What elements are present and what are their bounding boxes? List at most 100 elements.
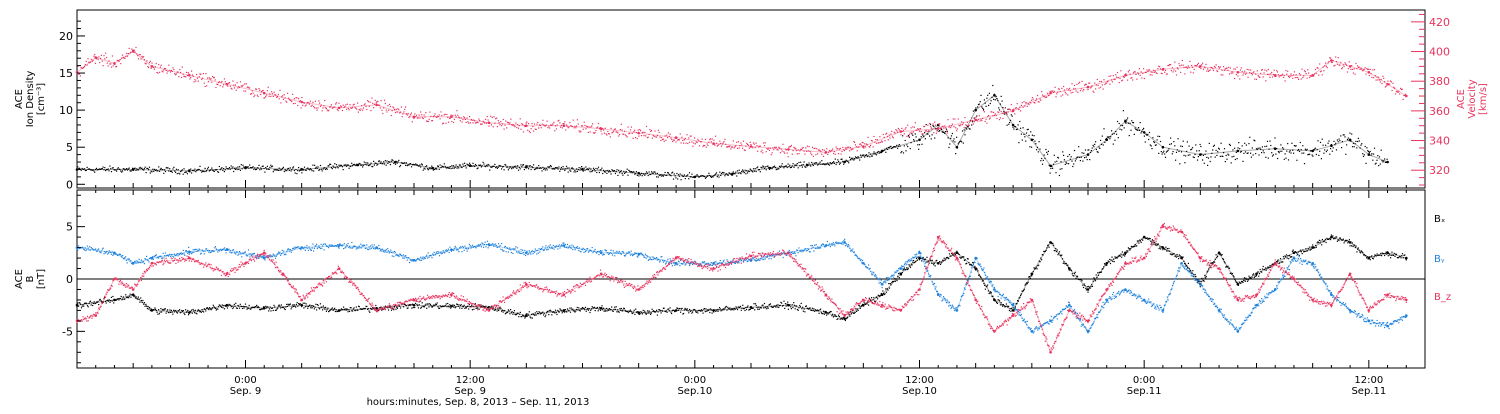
top-series-1-sample (961, 121, 962, 122)
top-series-0-sample (1214, 145, 1215, 146)
bottom-series-0-sample (1288, 258, 1289, 259)
top-series-0-sample (1052, 168, 1053, 169)
top-series-1-sample (1290, 73, 1291, 74)
bottom-series-0-sample (729, 307, 730, 308)
top-series-1-sample (875, 139, 876, 140)
top-series-0-sample (219, 166, 220, 167)
top-series-0-sample (1033, 139, 1034, 140)
top-series-0-sample (984, 99, 985, 100)
bottom-series-0-sample (128, 297, 129, 298)
top-series-0-sample (987, 95, 988, 96)
bottom-series-0-sample (1248, 279, 1249, 280)
top-series-0-sample (1084, 157, 1085, 158)
top-series-0-sample (1178, 151, 1179, 152)
top-series-1-sample (959, 125, 960, 126)
bottom-series-0-sample (514, 310, 515, 311)
top-series-1-sample (675, 141, 676, 142)
bottom-series-0-sample (792, 304, 793, 305)
bottom-series-0-sample (332, 307, 333, 308)
top-series-1-sample (765, 142, 766, 143)
bottom-series-0-sample (439, 308, 440, 309)
top-series-1-sample (389, 104, 390, 105)
bottom-series-0-sample (788, 309, 789, 310)
top-series-0-sample (951, 135, 952, 136)
top-series-1-sample (498, 120, 499, 121)
bottom-series-0-sample (592, 306, 593, 307)
bottom-series-0-sample (1205, 277, 1206, 278)
bottom-series-0-sample (452, 304, 453, 305)
bottom-series-0-sample (611, 306, 612, 307)
top-series-1-sample (583, 129, 584, 130)
top-series-0-sample (1362, 153, 1363, 154)
bottom-series-0-sample (1073, 275, 1074, 276)
top-series-1-sample (360, 108, 361, 109)
bottom-series-0-sample (240, 304, 241, 305)
top-series-1-sample (428, 121, 429, 122)
top-series-0-sample (1124, 127, 1125, 128)
top-series-0-sample (582, 168, 583, 169)
top-series-1-sample (882, 141, 883, 142)
top-series-0-sample (917, 144, 918, 145)
top-series-1-sample (526, 123, 527, 124)
top-series-0-sample (1114, 140, 1115, 141)
top-series-0-sample (365, 162, 366, 163)
top-series-1-sample (316, 108, 317, 109)
top-series-1-sample (660, 140, 661, 141)
top-series-1-sample (943, 126, 944, 127)
top-series-0-sample (1303, 153, 1304, 154)
top-series-1-sample (714, 145, 715, 146)
bottom-series-0-sample (130, 297, 131, 298)
top-series-1-sample (230, 86, 231, 87)
top-series-0-sample (1172, 153, 1173, 154)
top-series-1-sample (1271, 72, 1272, 73)
bottom-series-0-sample (1000, 304, 1001, 305)
bottom-series-0-sample (545, 315, 546, 316)
bottom-series-0-sample (500, 307, 501, 308)
bottom-series-0-sample (792, 307, 793, 308)
top-series-0-sample (1043, 160, 1044, 161)
top-series-0-sample (896, 145, 897, 146)
top-series-1-sample (663, 139, 664, 140)
top-series-1-sample (553, 122, 554, 123)
top-series-1-sample (836, 147, 837, 148)
top-series-0-sample (141, 168, 142, 169)
top-series-0-sample (1371, 153, 1372, 154)
top-series-0-sample (253, 169, 254, 170)
top-series-1-sample (1129, 70, 1130, 71)
bottom-series-0-sample (122, 298, 123, 299)
top-series-1-sample (1377, 79, 1378, 80)
bottom-series-0-sample (1192, 270, 1193, 271)
top-series-1-sample (509, 122, 510, 123)
top-series-1-sample (896, 130, 897, 131)
top-series-1-sample (176, 73, 177, 74)
bottom-series-0-sample (291, 307, 292, 308)
bottom-series-0-sample (706, 308, 707, 309)
top-series-0-sample (1103, 128, 1104, 129)
top-series-1-sample (1206, 71, 1207, 72)
top-series-0-sample (1134, 134, 1135, 135)
top-series-1-sample (265, 96, 266, 97)
bottom-series-0-sample (525, 316, 526, 317)
top-series-1-sample (181, 77, 182, 78)
top-series-1-sample (911, 127, 912, 128)
top-series-1-sample (403, 111, 404, 112)
top-series-0-sample (979, 104, 980, 105)
top-series-0-sample (1213, 146, 1214, 147)
top-series-1-sample (1402, 89, 1403, 90)
bottom-series-0-sample (524, 317, 525, 318)
top-y2tick-label: 320 (1429, 164, 1450, 177)
top-series-0-sample (933, 126, 934, 127)
top-series-0-sample (1151, 148, 1152, 149)
top-series-0-sample (113, 167, 114, 168)
top-series-0-sample (1156, 144, 1157, 145)
top-series-0-sample (87, 167, 88, 168)
top-series-0-sample (1365, 146, 1366, 147)
top-series-1-sample (1056, 93, 1057, 94)
top-series-1-sample (131, 49, 132, 50)
bottom-series-0-sample (375, 305, 376, 306)
top-series-0-sample (1059, 175, 1060, 176)
top-series-0-sample (697, 174, 698, 175)
top-series-0-sample (1119, 123, 1120, 124)
top-series-0-sample (638, 175, 639, 176)
